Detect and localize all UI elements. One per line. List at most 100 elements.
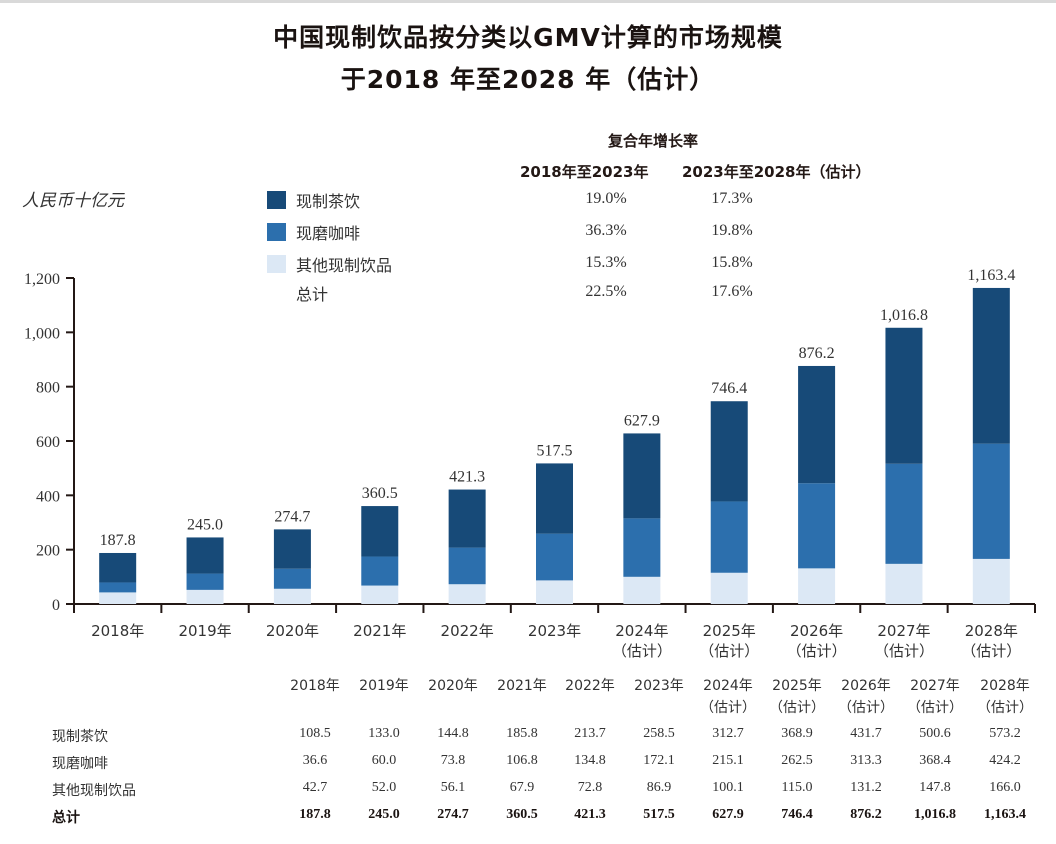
table-cell: 147.8 bbox=[919, 780, 951, 795]
table-column-header: 2026年 bbox=[841, 678, 891, 694]
table-cell: 56.1 bbox=[440, 780, 466, 795]
x-tick-label: 2024年 bbox=[615, 622, 668, 640]
bar-segment-现磨咖啡 bbox=[972, 443, 1010, 559]
table-cell: 313.3 bbox=[850, 753, 882, 768]
cagr-value: 22.5% bbox=[585, 283, 627, 300]
cagr-header-period1: 2018年至2023年 bbox=[520, 163, 649, 181]
y-tick-label: 600 bbox=[36, 434, 60, 451]
table-column-header: 2019年 bbox=[359, 678, 409, 694]
table-column-header: 2023年 bbox=[634, 678, 684, 694]
cagr-value: 36.3% bbox=[585, 222, 627, 239]
table-column-header: 2020年 bbox=[428, 678, 478, 694]
x-tick-label: 2023年 bbox=[528, 622, 581, 640]
y-axis-unit-label: 人民币十亿元 bbox=[22, 191, 124, 211]
x-tick-sublabel: （估计） bbox=[699, 642, 759, 660]
x-tick-label: 2021年 bbox=[353, 622, 406, 640]
table-cell: 1,163.4 bbox=[984, 807, 1026, 822]
x-tick-label: 2022年 bbox=[441, 622, 494, 640]
y-tick-label: 200 bbox=[36, 543, 60, 560]
legend-item-coffee: 现磨咖啡 bbox=[267, 222, 360, 243]
table-cell: 368.4 bbox=[919, 753, 951, 768]
table-cell: 115.0 bbox=[781, 780, 813, 795]
table-row-label: 总计 bbox=[52, 810, 80, 826]
cagr-value: 17.3% bbox=[711, 190, 753, 207]
cagr-title: 复合年增长率 bbox=[608, 132, 699, 150]
table-cell: 108.5 bbox=[299, 726, 331, 741]
total-data-label: 876.2 bbox=[799, 345, 835, 362]
table-column-header: 2018年 bbox=[290, 678, 340, 694]
bar-segment-现磨咖啡 bbox=[798, 483, 836, 569]
table-cell: 500.6 bbox=[919, 726, 951, 741]
y-tick-label: 1,000 bbox=[24, 325, 60, 342]
bar-segment-现磨咖啡 bbox=[536, 533, 573, 581]
x-tick-sublabel: （估计） bbox=[961, 642, 1021, 660]
table-cell: 166.0 bbox=[989, 780, 1021, 795]
total-data-label: 187.8 bbox=[100, 532, 136, 549]
cagr-value: 15.3% bbox=[585, 254, 627, 271]
table-cell: 67.9 bbox=[509, 780, 535, 795]
total-data-label: 245.0 bbox=[187, 516, 223, 533]
legend-swatch-other bbox=[267, 255, 286, 273]
y-tick-label: 0 bbox=[52, 597, 60, 614]
bar-segment-现磨咖啡 bbox=[361, 556, 399, 586]
table-row-label: 其他现制饮品 bbox=[52, 783, 136, 799]
x-tick-sublabel: （估计） bbox=[612, 642, 672, 660]
bar-segment-其他现制饮品 bbox=[361, 585, 399, 604]
cagr-value: 15.8% bbox=[711, 254, 753, 271]
table-row-label: 现制茶饮 bbox=[52, 729, 108, 745]
table-column-header: 2022年 bbox=[565, 678, 615, 694]
table-cell: 185.8 bbox=[506, 726, 538, 741]
total-data-label: 517.5 bbox=[537, 442, 573, 459]
bar-segment-其他现制饮品 bbox=[99, 592, 137, 604]
table-cell: 52.0 bbox=[371, 780, 397, 795]
legend-swatch-tea bbox=[267, 191, 286, 209]
bar-segment-现制茶饮 bbox=[273, 529, 311, 569]
total-data-label: 360.5 bbox=[362, 485, 398, 502]
table-cell: 187.8 bbox=[299, 807, 331, 822]
total-data-label: 1,016.8 bbox=[880, 307, 928, 324]
table-column-subheader: （估计） bbox=[769, 700, 825, 716]
bar-segment-现制茶饮 bbox=[623, 433, 661, 519]
chart-subtitle: 于2018 年至2028 年（估计） bbox=[340, 65, 716, 94]
cagr-value: 19.8% bbox=[711, 222, 753, 239]
x-tick-label: 2026年 bbox=[790, 622, 843, 640]
legend-label: 总计 bbox=[296, 285, 329, 304]
table-cell: 573.2 bbox=[989, 726, 1021, 741]
bar-segment-现制茶饮 bbox=[448, 489, 486, 548]
table-column-subheader: （估计） bbox=[977, 700, 1033, 716]
table-cell: 258.5 bbox=[643, 726, 675, 741]
x-tick-label: 2027年 bbox=[877, 622, 930, 640]
table-cell: 42.7 bbox=[302, 780, 328, 795]
total-data-label: 1,163.4 bbox=[967, 267, 1015, 284]
y-tick-label: 400 bbox=[36, 488, 60, 505]
y-tick-label: 1,200 bbox=[24, 271, 60, 288]
table-cell: 262.5 bbox=[781, 753, 813, 768]
bar-segment-现制茶饮 bbox=[885, 327, 923, 464]
bar-segment-现制茶饮 bbox=[972, 287, 1010, 444]
legend-label: 其他现制饮品 bbox=[296, 256, 393, 275]
table-cell: 100.1 bbox=[712, 780, 744, 795]
table-column-header: 2024年 bbox=[703, 678, 753, 694]
bar-segment-其他现制饮品 bbox=[273, 588, 311, 604]
total-data-label: 746.4 bbox=[711, 380, 747, 397]
bar-segment-现磨咖啡 bbox=[885, 463, 923, 564]
table-column-header: 2021年 bbox=[497, 678, 547, 694]
bar-segment-其他现制饮品 bbox=[536, 580, 573, 604]
table-cell: 215.1 bbox=[712, 753, 744, 768]
table-cell: 1,016.8 bbox=[914, 807, 956, 822]
table-cell: 421.3 bbox=[574, 807, 606, 822]
table-cell: 172.1 bbox=[643, 753, 675, 768]
x-tick-label: 2025年 bbox=[703, 622, 756, 640]
table-column-subheader: （估计） bbox=[907, 700, 963, 716]
x-tick-label: 2018年 bbox=[91, 622, 144, 640]
legend-item-other: 其他现制饮品 bbox=[267, 254, 393, 275]
x-tick-label: 2028年 bbox=[965, 622, 1018, 640]
bar-segment-现磨咖啡 bbox=[273, 568, 311, 589]
bar-segment-现磨咖啡 bbox=[710, 501, 748, 573]
legend-swatch-coffee bbox=[267, 223, 286, 241]
table-cell: 746.4 bbox=[781, 807, 813, 822]
x-tick-label: 2020年 bbox=[266, 622, 319, 640]
bar-segment-现制茶饮 bbox=[99, 552, 137, 583]
cagr-value: 17.6% bbox=[711, 283, 753, 300]
table-cell: 131.2 bbox=[850, 780, 882, 795]
